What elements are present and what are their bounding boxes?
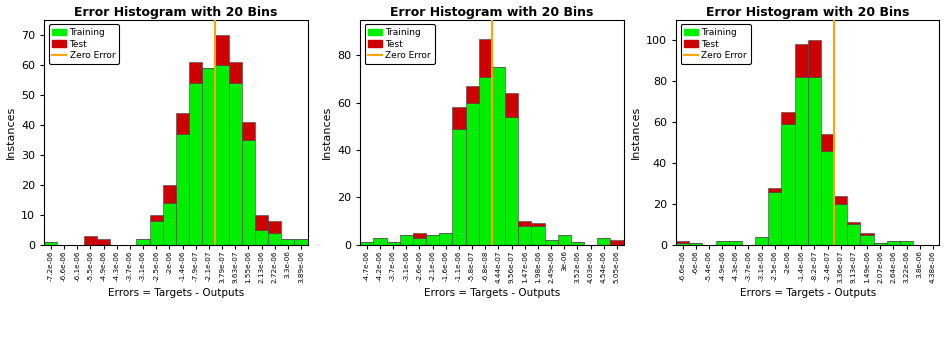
Bar	[517, 226, 531, 245]
X-axis label: Errors = Targets - Outputs: Errors = Targets - Outputs	[108, 288, 244, 298]
Bar	[479, 39, 491, 77]
Bar	[781, 112, 794, 124]
Bar	[781, 124, 794, 245]
Bar	[162, 185, 176, 203]
Bar	[295, 239, 308, 245]
Bar	[728, 241, 741, 245]
Bar	[517, 221, 531, 226]
X-axis label: Errors = Targets - Outputs: Errors = Targets - Outputs	[739, 288, 875, 298]
Bar	[807, 77, 820, 245]
Bar	[860, 235, 872, 245]
Bar	[439, 233, 452, 245]
Bar	[255, 230, 268, 245]
Legend: Training, Test, Zero Error: Training, Test, Zero Error	[49, 24, 119, 64]
Bar	[176, 113, 189, 134]
Bar	[44, 242, 58, 245]
Bar	[754, 237, 767, 245]
Bar	[531, 226, 544, 245]
Legend: Training, Test, Zero Error: Training, Test, Zero Error	[680, 24, 750, 64]
Bar	[360, 242, 373, 245]
Bar	[675, 241, 688, 243]
Bar	[452, 107, 465, 129]
Bar	[149, 215, 162, 221]
X-axis label: Errors = Targets - Outputs: Errors = Targets - Outputs	[423, 288, 560, 298]
Bar	[149, 221, 162, 245]
Bar	[242, 122, 255, 140]
Bar	[255, 215, 268, 230]
Bar	[426, 235, 439, 245]
Bar	[834, 196, 847, 204]
Bar	[715, 241, 728, 245]
Bar	[570, 242, 583, 245]
Bar	[820, 134, 834, 151]
Y-axis label: Instances: Instances	[321, 105, 331, 159]
Bar	[531, 224, 544, 226]
Bar	[899, 241, 912, 245]
Bar	[504, 93, 517, 117]
Bar	[807, 40, 820, 77]
Bar	[189, 83, 202, 245]
Title: Error Histogram with 20 Bins: Error Histogram with 20 Bins	[705, 5, 908, 19]
Bar	[688, 243, 701, 245]
Bar	[215, 65, 228, 245]
Bar	[84, 236, 97, 245]
Bar	[885, 241, 899, 245]
Bar	[465, 103, 479, 245]
Bar	[479, 77, 491, 245]
Bar	[557, 235, 570, 245]
Bar	[242, 140, 255, 245]
Bar	[767, 192, 781, 245]
Bar	[281, 239, 295, 245]
Bar	[834, 204, 847, 245]
Bar	[491, 67, 504, 245]
Bar	[413, 233, 426, 238]
Bar	[215, 35, 228, 65]
Bar	[189, 62, 202, 83]
Bar	[465, 86, 479, 103]
Bar	[504, 117, 517, 245]
Bar	[820, 151, 834, 245]
Title: Error Histogram with 20 Bins: Error Histogram with 20 Bins	[390, 5, 593, 19]
Bar	[452, 129, 465, 245]
Bar	[872, 243, 885, 245]
Bar	[860, 233, 872, 235]
Y-axis label: Instances: Instances	[6, 105, 15, 159]
Bar	[268, 233, 281, 245]
Y-axis label: Instances: Instances	[630, 105, 640, 159]
Bar	[675, 243, 688, 245]
Bar	[136, 239, 149, 245]
Bar	[228, 83, 242, 245]
Bar	[794, 44, 807, 77]
Bar	[228, 62, 242, 83]
Bar	[413, 238, 426, 245]
Bar	[767, 188, 781, 192]
Bar	[386, 242, 399, 245]
Bar	[847, 222, 860, 224]
Bar	[794, 77, 807, 245]
Bar	[162, 203, 176, 245]
Bar	[373, 238, 386, 245]
Bar	[597, 238, 610, 245]
Bar	[202, 68, 215, 245]
Bar	[399, 235, 413, 245]
Legend: Training, Test, Zero Error: Training, Test, Zero Error	[364, 24, 434, 64]
Title: Error Histogram with 20 Bins: Error Histogram with 20 Bins	[75, 5, 278, 19]
Bar	[847, 224, 860, 245]
Bar	[610, 240, 623, 245]
Bar	[176, 134, 189, 245]
Bar	[544, 240, 557, 245]
Bar	[97, 239, 110, 245]
Bar	[268, 221, 281, 233]
